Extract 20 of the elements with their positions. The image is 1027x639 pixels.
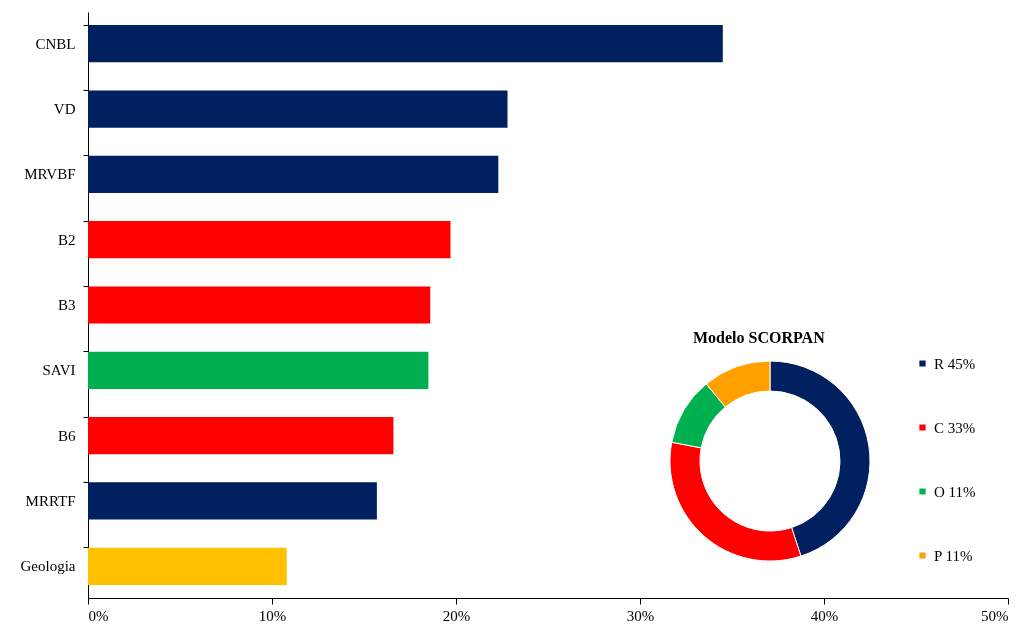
- legend-label: R 45%: [934, 355, 976, 372]
- x-tick-label: 0%: [88, 607, 109, 624]
- x-tick-label: 10%: [258, 607, 287, 624]
- y-tick-label: MRVBF: [24, 166, 76, 183]
- y-tick-label: B2: [57, 231, 76, 248]
- x-tick-label: 50%: [981, 607, 1009, 624]
- y-tick-label: B3: [57, 297, 76, 313]
- x-tick-label: 30%: [626, 607, 655, 624]
- y-tick-label: Geologia: [20, 558, 76, 575]
- legend-label: P 11%: [934, 547, 973, 564]
- x-tick-label: 40%: [810, 607, 839, 624]
- y-tick-label: SAVI: [42, 362, 76, 379]
- y-tick-label: B6: [57, 427, 76, 444]
- chart-title: Modelo SCORPAN: [693, 329, 826, 346]
- y-tick-label: VD: [53, 101, 76, 118]
- x-tick-label: 20%: [442, 607, 471, 624]
- y-tick-label: CNBL: [35, 35, 76, 52]
- y-tick-label: MRRTF: [25, 492, 76, 509]
- legend-label: O 11%: [934, 483, 976, 500]
- legend-label: C 33%: [934, 419, 976, 436]
